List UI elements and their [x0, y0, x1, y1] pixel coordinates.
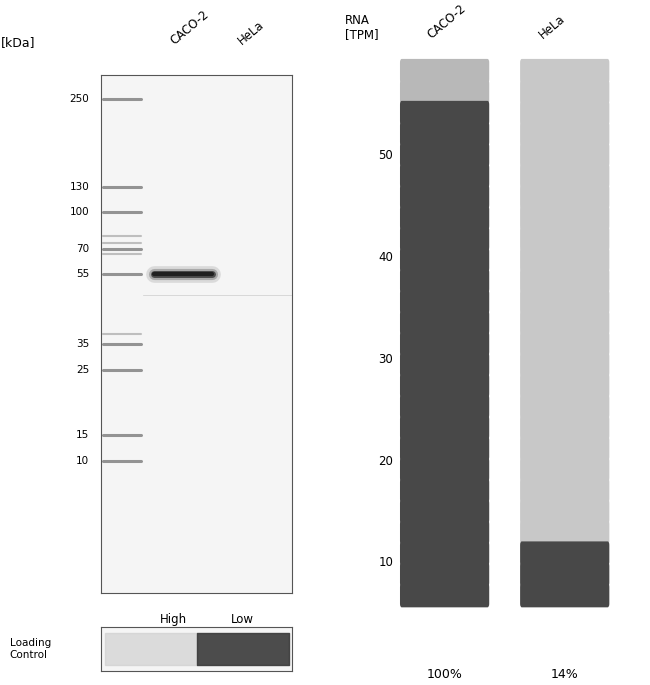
FancyBboxPatch shape: [520, 584, 609, 608]
Text: 25: 25: [76, 365, 89, 375]
FancyBboxPatch shape: [400, 499, 489, 523]
Text: HeLa: HeLa: [536, 12, 567, 42]
Text: Loading
Control: Loading Control: [10, 638, 51, 660]
Text: 30: 30: [378, 353, 393, 366]
FancyBboxPatch shape: [520, 541, 609, 565]
FancyBboxPatch shape: [400, 479, 489, 503]
Text: 35: 35: [76, 339, 89, 349]
Text: 100: 100: [70, 208, 89, 217]
Text: 40: 40: [378, 251, 393, 264]
FancyBboxPatch shape: [400, 584, 489, 608]
Text: 70: 70: [76, 244, 89, 253]
FancyBboxPatch shape: [520, 332, 609, 356]
FancyBboxPatch shape: [400, 373, 489, 397]
Text: Low: Low: [231, 613, 254, 626]
FancyBboxPatch shape: [400, 59, 489, 83]
Text: 130: 130: [70, 182, 89, 192]
FancyBboxPatch shape: [400, 185, 489, 209]
Text: 250: 250: [70, 94, 89, 103]
FancyBboxPatch shape: [400, 416, 489, 440]
FancyBboxPatch shape: [520, 122, 609, 146]
FancyBboxPatch shape: [520, 206, 609, 229]
FancyBboxPatch shape: [400, 458, 489, 482]
FancyBboxPatch shape: [520, 458, 609, 482]
Text: 10: 10: [76, 456, 89, 466]
Text: 50: 50: [378, 149, 393, 162]
Text: High: High: [160, 613, 187, 626]
FancyBboxPatch shape: [400, 562, 489, 586]
FancyBboxPatch shape: [400, 353, 489, 377]
FancyBboxPatch shape: [520, 269, 609, 292]
FancyBboxPatch shape: [400, 311, 489, 335]
FancyBboxPatch shape: [520, 311, 609, 335]
FancyBboxPatch shape: [520, 395, 609, 419]
Text: CACO-2: CACO-2: [168, 8, 211, 47]
FancyBboxPatch shape: [400, 80, 489, 104]
Text: 15: 15: [76, 429, 89, 440]
Text: RNA
[TPM]: RNA [TPM]: [344, 14, 378, 42]
FancyBboxPatch shape: [520, 80, 609, 104]
FancyBboxPatch shape: [400, 290, 489, 314]
FancyBboxPatch shape: [520, 416, 609, 440]
FancyBboxPatch shape: [400, 101, 489, 125]
Text: [kDa]: [kDa]: [1, 36, 36, 49]
FancyBboxPatch shape: [520, 248, 609, 272]
FancyBboxPatch shape: [520, 101, 609, 125]
FancyBboxPatch shape: [400, 164, 489, 188]
FancyBboxPatch shape: [400, 122, 489, 146]
Text: HeLa: HeLa: [235, 18, 266, 47]
FancyBboxPatch shape: [400, 206, 489, 229]
FancyBboxPatch shape: [520, 479, 609, 503]
FancyBboxPatch shape: [520, 499, 609, 523]
FancyBboxPatch shape: [400, 436, 489, 460]
FancyBboxPatch shape: [400, 521, 489, 545]
Text: 55: 55: [76, 269, 89, 279]
FancyBboxPatch shape: [520, 353, 609, 377]
FancyBboxPatch shape: [400, 332, 489, 356]
FancyBboxPatch shape: [520, 436, 609, 460]
FancyBboxPatch shape: [520, 185, 609, 209]
Text: 10: 10: [378, 556, 393, 569]
FancyBboxPatch shape: [400, 248, 489, 272]
FancyBboxPatch shape: [400, 269, 489, 292]
FancyBboxPatch shape: [520, 290, 609, 314]
Text: CACO-2: CACO-2: [424, 2, 468, 42]
FancyBboxPatch shape: [400, 143, 489, 167]
Text: 100%: 100%: [426, 668, 463, 681]
FancyBboxPatch shape: [400, 227, 489, 251]
FancyBboxPatch shape: [520, 143, 609, 167]
FancyBboxPatch shape: [520, 562, 609, 586]
Text: 14%: 14%: [551, 668, 578, 681]
FancyBboxPatch shape: [520, 373, 609, 397]
Text: 20: 20: [378, 455, 393, 468]
FancyBboxPatch shape: [400, 541, 489, 565]
FancyBboxPatch shape: [520, 59, 609, 83]
FancyBboxPatch shape: [520, 227, 609, 251]
FancyBboxPatch shape: [520, 521, 609, 545]
FancyBboxPatch shape: [400, 395, 489, 419]
FancyBboxPatch shape: [520, 164, 609, 188]
